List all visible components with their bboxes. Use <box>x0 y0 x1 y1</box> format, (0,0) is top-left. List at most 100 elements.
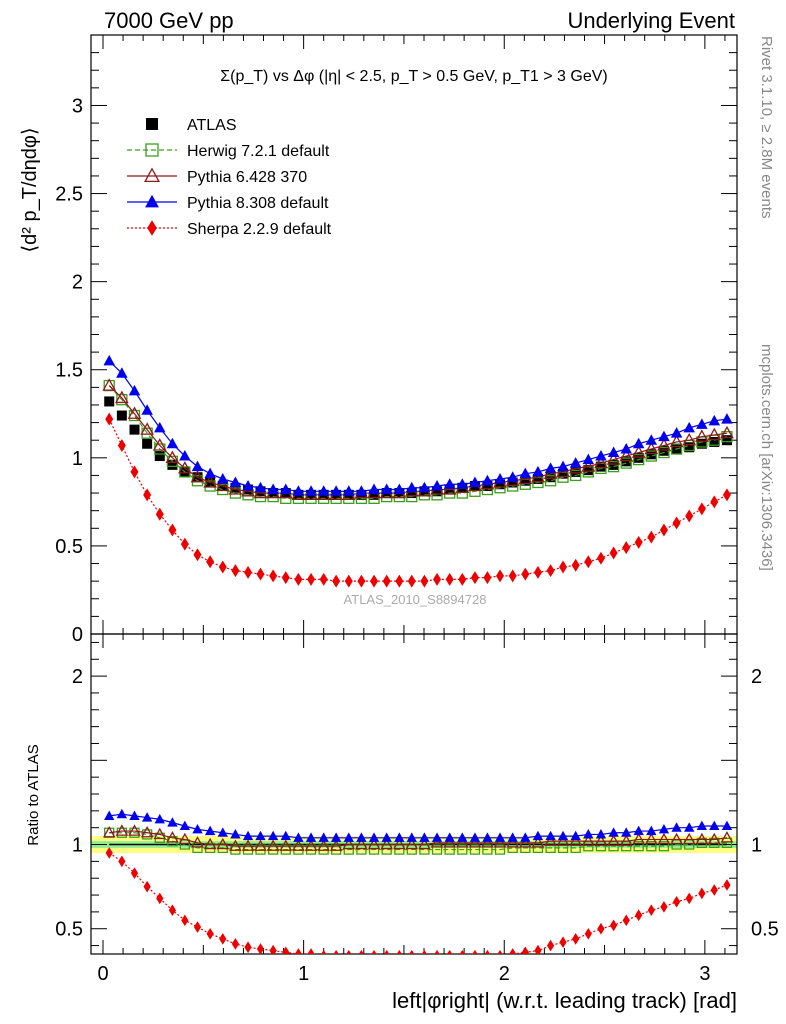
pythia-6-428-370-point <box>203 837 217 850</box>
sherpa-2-2-9-default-point <box>647 530 656 544</box>
pythia-6-428-370-point <box>481 836 494 848</box>
pythia-8-308-default-point <box>683 421 695 433</box>
pythia-6-428-370-point <box>253 485 268 499</box>
pythia-8-308-default-point <box>242 480 254 491</box>
sherpa-2-2-9-default-point <box>333 949 339 954</box>
sherpa-2-2-9-default-point <box>697 502 706 516</box>
pythia-8-308-default-point <box>166 437 179 449</box>
legend-label-pythia-6-428-370: Pythia 6.428 370 <box>187 169 307 186</box>
sherpa-2-2-9-default-line <box>108 418 728 582</box>
herwig-7-2-1-default-point <box>494 844 506 855</box>
atlas-point <box>406 488 417 499</box>
pythia-8-308-default-point <box>355 485 368 496</box>
pythia-8-308-default-point <box>469 832 481 842</box>
y-tick-label: 1.5 <box>55 360 83 382</box>
pythia-8-308-default-point <box>141 404 153 415</box>
pythia-8-308-default-point <box>380 483 393 495</box>
atlas-point <box>129 424 140 435</box>
pythia-6-428-370-point <box>380 837 393 850</box>
pythia-6-428-370-point <box>695 832 709 845</box>
pythia-8-308-default-point <box>254 481 267 493</box>
ratio-y-axis-label: Ratio to ATLAS <box>25 744 42 845</box>
sherpa-2-2-9-default-point <box>710 495 719 509</box>
main-axes: 0 0.5 1 1.5 2 2.5 3 <box>55 34 737 646</box>
sherpa-2-2-9-default-point <box>269 569 278 583</box>
pythia-6-428-370-point <box>430 836 444 848</box>
pythia-6-428-370-point <box>115 390 129 404</box>
pythia-8-308-default-point <box>658 823 670 834</box>
pythia-6-428-370-point <box>304 839 318 851</box>
atlas-point <box>621 456 632 467</box>
pythia-6-428-370-point <box>493 836 507 848</box>
sherpa-2-2-9-default-point <box>256 943 265 954</box>
pythia-8-308-default-line <box>108 360 728 492</box>
pythia-8-308-default-point <box>381 832 392 842</box>
pythia-8-308-default-point <box>608 827 619 837</box>
herwig-7-2-1-default-point <box>620 457 632 469</box>
main-y-axis-label: ⟨d² p_T/dηdφ⟩ <box>19 127 41 252</box>
pythia-6-428-370-point <box>128 824 141 836</box>
pythia-8-308-default-point <box>192 823 203 834</box>
pythia-6-428-370-point <box>543 466 558 479</box>
atlas-point <box>482 481 493 492</box>
atlas-point <box>167 459 178 470</box>
pythia-8-308-default-point <box>569 457 582 468</box>
sherpa-2-2-9-default-point <box>534 944 542 954</box>
pythia-6-428-370-point <box>645 832 658 845</box>
legend-label-sherpa-2-2-9-default: Sherpa 2.2.9 default <box>187 221 332 238</box>
header-right: Underlying Event <box>567 8 735 33</box>
plot-title-text: Σ(p_T) vs Δφ (|η| < 2.5, p_T > 0.5 GeV, … <box>220 68 607 85</box>
pythia-8-308-default-point <box>368 832 380 842</box>
pythia-6-428-370-point <box>720 831 734 843</box>
pythia-8-308-default-point <box>721 413 733 424</box>
pythia-8-308-default-point <box>595 450 607 461</box>
pythia-6-428-370-point <box>568 461 583 474</box>
pythia-6-428-370-point <box>178 832 192 845</box>
herwig-7-2-1-default-point <box>444 844 455 855</box>
sherpa-2-2-9-default-point <box>622 541 631 555</box>
pythia-6-428-370-point <box>531 836 545 848</box>
pythia-8-308-default-point <box>482 832 493 842</box>
sherpa-2-2-9-default-point <box>685 892 693 905</box>
x-tick-label: 3 <box>699 963 710 985</box>
atlas-point <box>104 396 115 407</box>
pythia-6-428-370-point <box>569 834 582 846</box>
pythia-8-308-default-point <box>230 829 241 839</box>
pythia-6-428-370-point <box>254 839 267 851</box>
x-tick-label: 1 <box>298 963 309 985</box>
sherpa-2-2-9-default-point <box>206 927 214 940</box>
pythia-6-428-370-point <box>632 832 645 845</box>
atlas-point <box>595 461 606 472</box>
sherpa-2-2-9-default-point <box>256 567 265 581</box>
sherpa-2-2-9-default-point <box>571 558 580 572</box>
sherpa-2-2-9-default-point <box>409 949 415 954</box>
pythia-8-308-default-point <box>280 830 291 841</box>
sherpa-2-2-9-default-point <box>596 551 605 565</box>
sherpa-2-2-9-default-point <box>321 949 327 954</box>
pythia-8-308-default-point <box>431 832 443 842</box>
pythia-6-428-370-point <box>456 836 469 848</box>
pythia-8-308-default-point <box>116 808 128 819</box>
ratio-plot-frame <box>90 633 738 955</box>
pythia-8-308-default-point <box>368 483 380 495</box>
sherpa-2-2-9-default-point <box>117 438 126 452</box>
pythia-8-308-default-point <box>519 467 532 479</box>
pythia-8-308-default-point <box>129 810 140 820</box>
pythia-6-428-370-point <box>619 834 633 846</box>
pythia-6-428-370-point <box>241 839 255 851</box>
sherpa-2-2-9-default-point <box>660 900 668 913</box>
pythia-8-308-default-point <box>444 832 455 842</box>
sherpa-2-2-9-default-point <box>294 572 303 586</box>
pythia-6-428-370-point <box>519 836 532 848</box>
pythia-8-308-default-point <box>406 832 417 842</box>
sherpa-2-2-9-default-point <box>118 855 126 868</box>
atlas-point <box>532 473 543 484</box>
herwig-7-2-1-default-point <box>570 469 582 482</box>
legend-label-atlas: ATLAS <box>187 117 237 134</box>
pythia-8-308-default-point <box>583 829 594 839</box>
pythia-8-308-default-point <box>545 830 556 841</box>
herwig-7-2-1-default-point <box>128 409 141 422</box>
sherpa-2-2-9-default-point <box>231 938 240 950</box>
pythia-6-428-370-point <box>152 438 167 451</box>
